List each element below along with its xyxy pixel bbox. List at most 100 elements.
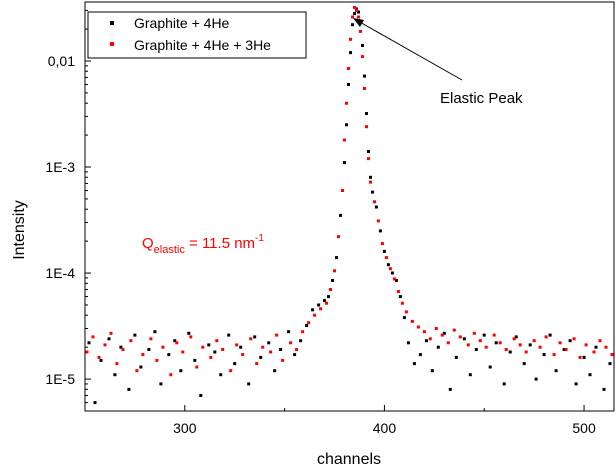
series-2 bbox=[85, 5, 614, 377]
data-point bbox=[181, 350, 185, 354]
data-point bbox=[347, 83, 350, 86]
data-point bbox=[213, 350, 217, 354]
data-point bbox=[93, 401, 97, 405]
data-point bbox=[482, 333, 486, 337]
data-point bbox=[365, 112, 368, 115]
elastic-peak-arrow bbox=[357, 20, 463, 81]
data-point bbox=[155, 358, 159, 362]
data-point bbox=[498, 341, 502, 345]
data-point bbox=[153, 330, 157, 334]
data-point bbox=[472, 331, 476, 335]
q-elastic-label: Qelastic = 11.5 nm-1 bbox=[142, 233, 264, 256]
data-point bbox=[149, 337, 153, 341]
y-tick-label-0: 1E-5 bbox=[45, 371, 75, 387]
data-point bbox=[353, 12, 356, 16]
data-point bbox=[484, 345, 488, 349]
legend-marker-series-1 bbox=[110, 21, 114, 25]
data-point bbox=[462, 337, 466, 341]
data-point bbox=[488, 365, 492, 369]
data-point bbox=[367, 150, 370, 153]
data-point bbox=[588, 373, 592, 377]
data-point bbox=[434, 327, 438, 330]
data-point bbox=[584, 343, 588, 347]
data-point bbox=[416, 325, 420, 329]
data-point bbox=[382, 249, 386, 253]
data-point bbox=[376, 219, 380, 223]
data-point bbox=[319, 307, 323, 311]
data-point bbox=[524, 350, 528, 354]
data-point bbox=[594, 345, 598, 349]
data-point bbox=[215, 339, 219, 343]
data-point bbox=[357, 10, 360, 14]
data-point bbox=[227, 333, 231, 337]
data-point bbox=[335, 256, 338, 260]
data-point bbox=[604, 345, 608, 349]
legend-box bbox=[87, 11, 307, 59]
data-point bbox=[436, 345, 440, 349]
data-point bbox=[562, 348, 566, 351]
data-point bbox=[402, 316, 406, 320]
data-point bbox=[442, 331, 446, 335]
data-point bbox=[558, 341, 562, 345]
data-point bbox=[390, 271, 394, 275]
data-point bbox=[400, 301, 404, 305]
data-point bbox=[361, 44, 364, 47]
x-tick-label-2: 500 bbox=[572, 420, 596, 436]
data-point bbox=[327, 295, 330, 299]
data-point bbox=[430, 369, 434, 373]
data-point bbox=[452, 328, 456, 332]
data-point bbox=[113, 373, 117, 377]
data-point bbox=[305, 324, 309, 327]
data-point bbox=[608, 362, 612, 366]
data-point bbox=[229, 369, 233, 373]
data-point bbox=[299, 339, 303, 343]
data-point bbox=[478, 339, 482, 343]
data-point bbox=[384, 256, 388, 260]
data-point bbox=[602, 387, 606, 391]
data-point bbox=[323, 299, 326, 303]
data-point bbox=[135, 369, 139, 373]
data-point bbox=[97, 355, 101, 359]
elastic-peak-label: Elastic Peak bbox=[440, 90, 523, 107]
data-point bbox=[361, 55, 364, 59]
data-point bbox=[85, 350, 89, 354]
data-point bbox=[233, 362, 237, 366]
x-axis: 300 400 500 bbox=[84, 405, 596, 436]
data-point bbox=[169, 373, 173, 377]
data-point bbox=[504, 348, 508, 351]
data-point bbox=[398, 295, 402, 299]
data-point bbox=[209, 355, 213, 359]
data-point bbox=[578, 355, 582, 359]
data-point bbox=[127, 387, 131, 391]
data-point bbox=[598, 339, 602, 343]
data-point bbox=[592, 350, 596, 354]
data-point bbox=[103, 343, 107, 347]
data-point bbox=[522, 362, 526, 366]
data-point bbox=[307, 321, 311, 325]
data-point bbox=[418, 353, 422, 357]
data-point bbox=[129, 339, 133, 343]
data-point bbox=[119, 345, 123, 349]
plot-frame bbox=[84, 1, 615, 412]
data-point bbox=[388, 267, 392, 271]
data-point bbox=[99, 358, 103, 362]
data-point bbox=[380, 242, 384, 245]
data-point bbox=[534, 377, 538, 381]
data-point bbox=[275, 333, 279, 337]
data-point bbox=[351, 23, 354, 27]
data-point bbox=[378, 229, 382, 233]
x-tick-label-1: 400 bbox=[373, 420, 397, 436]
data-point bbox=[502, 382, 506, 386]
data-point bbox=[195, 365, 199, 369]
data-point bbox=[147, 348, 151, 351]
data-point bbox=[572, 337, 576, 341]
data-point bbox=[333, 269, 336, 273]
data-point bbox=[359, 29, 362, 33]
data-point bbox=[175, 341, 179, 345]
data-point bbox=[428, 337, 432, 341]
y-axis: 1E-5 1E-4 1E-3 0,01 bbox=[45, 9, 91, 404]
data-point bbox=[422, 330, 426, 334]
data-point bbox=[367, 157, 370, 161]
data-point bbox=[311, 308, 315, 312]
